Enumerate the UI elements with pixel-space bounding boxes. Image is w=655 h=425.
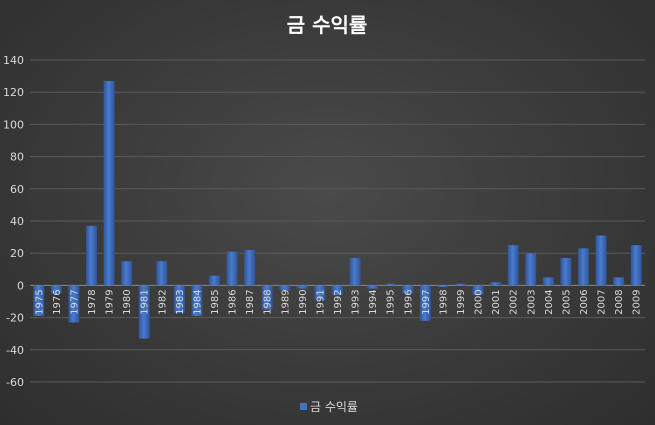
x-tick-label: 1992	[333, 289, 344, 314]
bar-series	[33, 80, 642, 339]
x-tick-label: 2006	[579, 289, 590, 314]
bar-1997	[419, 285, 431, 321]
y-axis-ticks: 140 120 100 80 60 40 20 0 -20 -40 -60	[3, 54, 24, 389]
bar-1991	[314, 285, 326, 300]
x-tick-label: 1980	[122, 289, 133, 314]
bar-1980	[121, 261, 133, 286]
x-tick-label: 1983	[175, 289, 186, 314]
x-tick-label: 2008	[614, 289, 625, 314]
y-tick-label: 100	[3, 118, 24, 131]
y-tick-label: 40	[10, 215, 24, 228]
x-tick-label: 1985	[210, 289, 221, 314]
legend-swatch	[300, 403, 307, 410]
x-tick-label: 1984	[192, 289, 203, 314]
x-tick-label: 1989	[280, 289, 291, 314]
y-tick-label: -20	[6, 312, 24, 325]
gridlines	[30, 59, 645, 383]
x-axis-ticks: 1975 1976 1977 1978 1979 1980 1981 1982 1983 1984…	[34, 289, 642, 314]
bar-1988	[261, 285, 273, 310]
bar-1975	[33, 285, 45, 316]
y-tick-label: 20	[10, 247, 24, 260]
x-tick-label: 1979	[105, 289, 116, 314]
x-tick-label: 1994	[368, 289, 379, 314]
x-tick-label: 1981	[140, 289, 151, 314]
x-tick-label: 2000	[474, 289, 485, 314]
bar-1993	[349, 258, 361, 286]
chart-title: 금 수익률	[287, 13, 368, 37]
bar-2006	[578, 248, 589, 286]
bar-2004	[542, 277, 554, 286]
bar-1978	[86, 225, 97, 286]
bar-1999	[455, 283, 466, 286]
bar-1982	[156, 261, 168, 286]
x-tick-label: 2005	[561, 289, 572, 314]
bar-1989	[279, 285, 291, 291]
bar-1996	[402, 285, 414, 294]
x-tick-label: 1995	[386, 289, 397, 314]
bar-1983	[173, 285, 185, 313]
bar-1994	[367, 285, 379, 289]
bar-1986	[226, 251, 238, 286]
bar-1981	[138, 285, 150, 339]
x-tick-label: 1982	[157, 289, 168, 314]
y-tick-label: 60	[10, 183, 24, 196]
x-tick-label: 2007	[597, 289, 608, 314]
x-tick-label: 1978	[87, 289, 98, 314]
x-tick-label: 1976	[52, 289, 63, 314]
y-tick-label: -40	[6, 344, 24, 357]
y-tick-label: -60	[6, 376, 24, 389]
x-tick-label: 1998	[438, 289, 449, 314]
bar-1995	[384, 283, 396, 286]
x-tick-label: 1988	[263, 289, 274, 314]
legend-label: 금 수익률	[310, 400, 358, 414]
bar-2008	[613, 277, 625, 286]
bar-1979	[103, 80, 115, 286]
bar-1976	[50, 285, 62, 294]
bar-1985	[209, 275, 220, 286]
x-tick-label: 1975	[34, 289, 45, 314]
legend: 금 수익률	[300, 400, 358, 414]
bar-2009	[630, 245, 642, 286]
x-tick-label: 1993	[351, 289, 362, 314]
bar-1977	[68, 285, 80, 323]
bar-2000	[472, 285, 484, 296]
bar-2005	[560, 258, 572, 286]
x-tick-label: 1987	[245, 289, 256, 314]
x-tick-label: 1999	[456, 289, 467, 314]
x-tick-label: 1977	[69, 289, 80, 314]
y-tick-label: 140	[3, 54, 24, 67]
bar-2001	[490, 282, 502, 286]
bar-2003	[525, 253, 537, 286]
x-tick-label: 2003	[526, 289, 537, 314]
x-tick-label: 2004	[544, 289, 555, 314]
y-tick-label: 120	[3, 86, 24, 99]
bar-1987	[244, 249, 256, 286]
x-tick-label: 2001	[491, 289, 502, 314]
x-tick-label: 1990	[298, 289, 309, 314]
x-tick-label: 2009	[632, 289, 643, 314]
bar-1990	[296, 285, 308, 289]
x-tick-label: 2002	[509, 289, 520, 314]
bar-1998	[437, 285, 449, 288]
bar-2007	[595, 235, 607, 286]
bar-2002	[507, 245, 519, 286]
y-tick-label: 80	[10, 151, 24, 164]
x-tick-label: 1991	[315, 289, 326, 314]
y-tick-label: 0	[17, 279, 24, 292]
bar-1992	[332, 285, 343, 296]
x-tick-label: 1986	[228, 289, 239, 314]
x-tick-label: 1996	[403, 289, 414, 314]
bar-1984	[191, 285, 203, 316]
x-tick-label: 1997	[421, 289, 432, 314]
